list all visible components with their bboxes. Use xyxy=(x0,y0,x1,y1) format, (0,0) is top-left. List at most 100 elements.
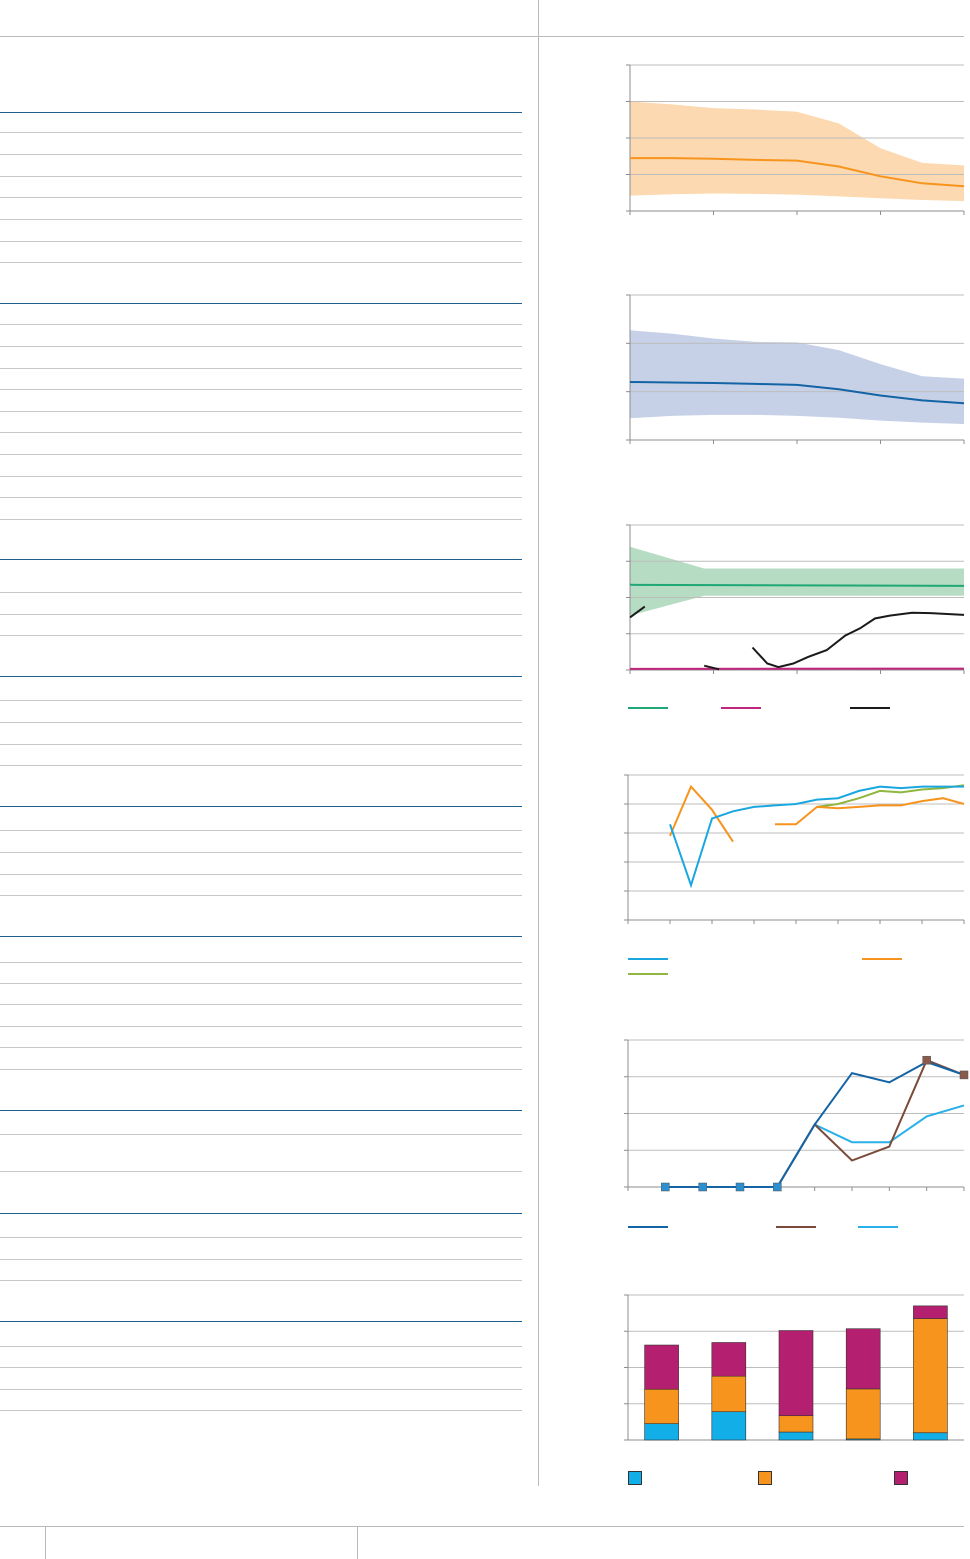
column-divider xyxy=(538,0,539,1486)
bar-segment xyxy=(913,1432,948,1441)
table-row xyxy=(0,1346,522,1347)
table-row xyxy=(0,1410,522,1411)
footer-separator-1 xyxy=(45,1526,46,1559)
legend-swatch-cyan xyxy=(628,958,668,960)
chart-1-area xyxy=(626,64,965,215)
table-row xyxy=(0,132,522,133)
table-section-rule xyxy=(0,1213,522,1214)
table-row xyxy=(0,722,522,723)
table-row xyxy=(0,176,522,177)
data-point-marker xyxy=(698,1182,707,1192)
table-row xyxy=(0,962,522,963)
table-section-rule xyxy=(0,303,522,304)
table-row xyxy=(0,1171,522,1172)
series-line-lightblue xyxy=(776,1104,965,1188)
series-line-olive xyxy=(816,784,965,808)
bar-segment xyxy=(711,1411,747,1441)
data-point-marker xyxy=(922,1055,931,1065)
bar-segment xyxy=(845,1328,881,1390)
bar-segment xyxy=(644,1344,679,1390)
series-line-black xyxy=(703,664,720,671)
table-section-rule xyxy=(0,559,522,560)
legend-box-cyan xyxy=(628,1471,642,1485)
table-row xyxy=(0,744,522,745)
chart-5-line xyxy=(624,1039,969,1192)
legend-swatch-orange xyxy=(862,958,902,960)
legend-swatch-black xyxy=(850,707,890,709)
table-section-rule xyxy=(0,112,522,113)
chart-4-line xyxy=(624,774,965,924)
chart-3-line xyxy=(626,524,965,674)
data-point-marker xyxy=(661,1182,670,1192)
table-row xyxy=(0,895,522,896)
table-row xyxy=(0,874,522,875)
table-section-rule xyxy=(0,676,522,677)
chart-2-area xyxy=(626,294,965,444)
series-line-orange xyxy=(775,797,965,826)
bar-segment xyxy=(778,1431,814,1441)
table-row xyxy=(0,324,522,325)
table-section-rule xyxy=(0,1110,522,1111)
series-line-black xyxy=(751,611,965,669)
table-row xyxy=(0,1069,522,1070)
table-row xyxy=(0,411,522,412)
table-section-rule xyxy=(0,1321,522,1322)
table-section-rule xyxy=(0,936,522,937)
bar-segment xyxy=(913,1305,948,1319)
series-line-cyan xyxy=(669,785,964,889)
series-line-darkblue xyxy=(665,1060,965,1188)
table-row xyxy=(0,1047,522,1048)
table-row xyxy=(0,432,522,433)
table-row xyxy=(0,1389,522,1390)
bar-segment xyxy=(644,1423,679,1441)
legend-swatch-darkblue xyxy=(628,1226,668,1228)
table-row xyxy=(0,852,522,853)
table-row xyxy=(0,262,522,263)
table-row xyxy=(0,1237,522,1238)
footer-separator-2 xyxy=(357,1526,358,1559)
table-row xyxy=(0,592,522,593)
median-line xyxy=(629,381,965,405)
series-line-orange xyxy=(669,784,734,843)
data-point-marker xyxy=(773,1182,782,1192)
table-row xyxy=(0,700,522,701)
table-row xyxy=(0,830,522,831)
legend-swatch-green xyxy=(628,707,668,709)
table-row xyxy=(0,154,522,155)
series-line-brown xyxy=(776,1058,965,1188)
data-point-marker xyxy=(959,1070,969,1080)
bar-segment xyxy=(711,1375,747,1413)
legend-swatch-lightblue xyxy=(858,1226,898,1228)
bar-segment xyxy=(644,1388,679,1424)
top-divider xyxy=(0,36,964,37)
table-row xyxy=(0,454,522,455)
table-row xyxy=(0,1134,522,1135)
table-row xyxy=(0,1259,522,1260)
table-row xyxy=(0,1367,522,1368)
bar-segment xyxy=(778,1330,814,1417)
bar-segment xyxy=(778,1415,814,1433)
bar-segment xyxy=(845,1388,881,1440)
footer-divider xyxy=(0,1526,964,1527)
table-row xyxy=(0,389,522,390)
table-row xyxy=(0,635,522,636)
table-row xyxy=(0,1026,522,1027)
table-row xyxy=(0,1280,522,1281)
table-row xyxy=(0,368,522,369)
bar-segment xyxy=(913,1318,948,1434)
bar-segment xyxy=(711,1342,747,1377)
table-row xyxy=(0,346,522,347)
table-row xyxy=(0,197,522,198)
legend-box-magenta xyxy=(894,1471,908,1485)
table-row xyxy=(0,476,522,477)
legend-swatch-brown xyxy=(776,1226,816,1228)
table-row xyxy=(0,614,522,615)
table-row xyxy=(0,241,522,242)
series-line-green xyxy=(629,583,965,587)
table-row xyxy=(0,519,522,520)
legend-box-orange xyxy=(758,1471,772,1485)
series-line-black xyxy=(629,605,646,619)
table-row xyxy=(0,497,522,498)
table-row xyxy=(0,1004,522,1005)
table-row xyxy=(0,219,522,220)
